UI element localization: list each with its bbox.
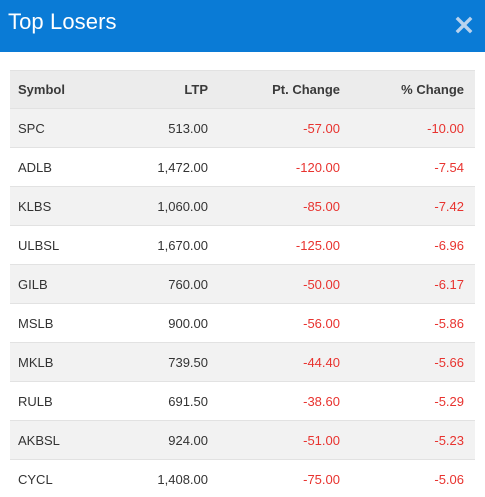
- table-row[interactable]: AKBSL 924.00 -51.00 -5.23: [10, 420, 475, 460]
- cell-pct-change: -6.17: [340, 264, 475, 304]
- close-button[interactable]: [455, 13, 475, 35]
- cell-ltp: 1,060.00: [120, 186, 208, 226]
- cell-pct-change: -5.66: [340, 342, 475, 382]
- cell-pct-change: -5.29: [340, 381, 475, 421]
- cell-pt-change: -75.00: [208, 459, 340, 497]
- cell-symbol[interactable]: MSLB: [10, 303, 120, 343]
- cell-pct-change: -5.23: [340, 420, 475, 460]
- cell-symbol[interactable]: MKLB: [10, 342, 120, 382]
- cell-pt-change: -57.00: [208, 108, 340, 148]
- cell-ltp: 924.00: [120, 420, 208, 460]
- cell-symbol[interactable]: ADLB: [10, 147, 120, 187]
- cell-pt-change: -51.00: [208, 420, 340, 460]
- cell-symbol[interactable]: SPC: [10, 108, 120, 148]
- table-body: SPC 513.00 -57.00 -10.00 ADLB 1,472.00 -…: [10, 108, 475, 497]
- cell-pt-change: -56.00: [208, 303, 340, 343]
- table-row[interactable]: MKLB 739.50 -44.40 -5.66: [10, 342, 475, 382]
- modal-title: Top Losers: [8, 9, 117, 34]
- cell-ltp: 691.50: [120, 381, 208, 421]
- modal-header: Top Losers: [0, 0, 485, 52]
- cell-symbol[interactable]: AKBSL: [10, 420, 120, 460]
- table-row[interactable]: GILB 760.00 -50.00 -6.17: [10, 264, 475, 304]
- table-row[interactable]: MSLB 900.00 -56.00 -5.86: [10, 303, 475, 343]
- cell-symbol[interactable]: KLBS: [10, 186, 120, 226]
- column-header-symbol[interactable]: Symbol: [10, 70, 120, 109]
- cell-ltp: 1,472.00: [120, 147, 208, 187]
- cell-pct-change: -6.96: [340, 225, 475, 265]
- column-header-ltp[interactable]: LTP: [120, 70, 208, 109]
- cell-pt-change: -38.60: [208, 381, 340, 421]
- cell-pt-change: -44.40: [208, 342, 340, 382]
- table-header-row: Symbol LTP Pt. Change % Change: [10, 70, 475, 109]
- cell-ltp: 1,670.00: [120, 225, 208, 265]
- column-header-pct-change[interactable]: % Change: [340, 70, 475, 109]
- cell-ltp: 513.00: [120, 108, 208, 148]
- cell-pct-change: -7.54: [340, 147, 475, 187]
- close-icon[interactable]: [455, 13, 475, 35]
- cell-symbol[interactable]: GILB: [10, 264, 120, 304]
- column-header-pt-change[interactable]: Pt. Change: [208, 70, 340, 109]
- cell-pct-change: -5.06: [340, 459, 475, 497]
- cell-ltp: 739.50: [120, 342, 208, 382]
- cell-ltp: 760.00: [120, 264, 208, 304]
- cell-pt-change: -120.00: [208, 147, 340, 187]
- cell-pct-change: -5.86: [340, 303, 475, 343]
- table-row[interactable]: RULB 691.50 -38.60 -5.29: [10, 381, 475, 421]
- table-row[interactable]: SPC 513.00 -57.00 -10.00: [10, 108, 475, 148]
- cell-pt-change: -125.00: [208, 225, 340, 265]
- table-row[interactable]: ULBSL 1,670.00 -125.00 -6.96: [10, 225, 475, 265]
- table-row[interactable]: ADLB 1,472.00 -120.00 -7.54: [10, 147, 475, 187]
- cell-ltp: 1,408.00: [120, 459, 208, 497]
- cell-symbol[interactable]: CYCL: [10, 459, 120, 497]
- cell-ltp: 900.00: [120, 303, 208, 343]
- cell-pt-change: -50.00: [208, 264, 340, 304]
- cell-pct-change: -10.00: [340, 108, 475, 148]
- losers-table-wrap: Symbol LTP Pt. Change % Change SPC 513.0…: [10, 70, 475, 497]
- cell-symbol[interactable]: ULBSL: [10, 225, 120, 265]
- table-row[interactable]: KLBS 1,060.00 -85.00 -7.42: [10, 186, 475, 226]
- cell-symbol[interactable]: RULB: [10, 381, 120, 421]
- cell-pt-change: -85.00: [208, 186, 340, 226]
- losers-table: Symbol LTP Pt. Change % Change SPC 513.0…: [10, 70, 475, 497]
- cell-pct-change: -7.42: [340, 186, 475, 226]
- table-row[interactable]: CYCL 1,408.00 -75.00 -5.06: [10, 459, 475, 497]
